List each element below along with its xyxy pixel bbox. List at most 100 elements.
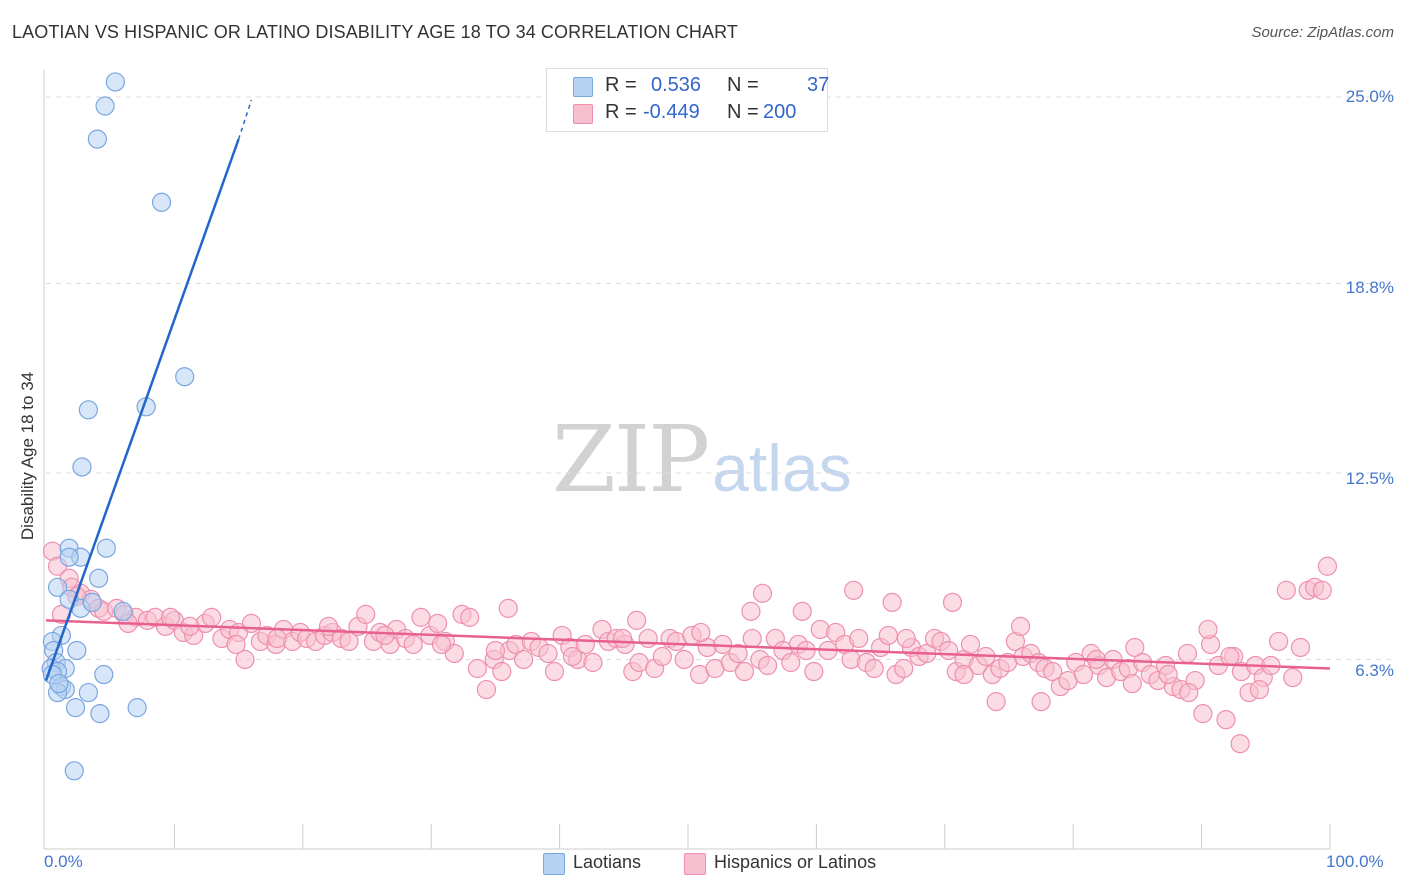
hispanic-point xyxy=(1125,637,1145,658)
hispanic-point xyxy=(411,607,431,627)
legend-swatch-laotians xyxy=(573,77,593,97)
hispanic-point xyxy=(741,601,761,621)
hispanic-point xyxy=(954,664,974,685)
hispanic-point xyxy=(752,583,773,603)
hispanics-label: Hispanics or Latinos xyxy=(714,852,877,872)
hispanic-point xyxy=(1216,710,1236,730)
hispanic-point xyxy=(1158,664,1178,685)
laotian-point xyxy=(87,129,107,149)
legend-r-label: R = xyxy=(605,74,637,96)
hispanic-point xyxy=(356,604,376,624)
hispanic-point xyxy=(467,658,488,679)
laotian-point xyxy=(59,547,79,567)
hispanic-point xyxy=(476,679,497,700)
hispanic-point xyxy=(758,655,778,676)
source-credit: Source: ZipAtlas.com xyxy=(1251,24,1394,41)
legend-n-label: N = xyxy=(727,101,759,123)
hispanic-point xyxy=(942,592,963,612)
laotian-point xyxy=(82,592,102,612)
hispanic-point xyxy=(734,661,755,682)
legend-n-value: 200 xyxy=(763,101,797,123)
laotian-point xyxy=(113,601,133,621)
hispanic-trend-line xyxy=(45,619,1331,670)
laotian-point xyxy=(49,673,69,694)
hispanic-point xyxy=(986,692,1006,712)
correlation-legend: R = 0.536 N = 37 R = -0.449 N = 200 xyxy=(546,68,830,132)
hispanic-point xyxy=(1220,646,1240,667)
x-tick-label-left: 0.0% xyxy=(44,852,83,871)
laotian-point xyxy=(105,72,125,92)
hispanic-point xyxy=(235,649,255,670)
legend-n-value: 37 xyxy=(807,74,830,96)
laotian-point xyxy=(64,761,84,781)
legend-n-label: N = xyxy=(727,74,759,96)
laotian-point xyxy=(151,192,172,212)
laotian-point xyxy=(47,577,68,597)
watermark-zip: ZIP xyxy=(552,406,710,513)
laotian-point xyxy=(65,698,86,718)
hispanic-point xyxy=(202,607,222,627)
hispanic-point xyxy=(864,658,884,679)
hispanic-point xyxy=(1283,667,1303,688)
hispanic-point xyxy=(896,628,916,649)
trend-lines xyxy=(44,99,1331,681)
laotians-swatch xyxy=(543,853,565,875)
hispanic-point xyxy=(428,613,448,634)
hispanic-point xyxy=(1230,734,1250,754)
legend-row-hispanics: R = -0.449 N = 200 xyxy=(547,101,827,127)
hispanic-point xyxy=(375,625,395,646)
hispanic-point xyxy=(1290,637,1311,658)
hispanic-point xyxy=(796,640,816,661)
laotian-point xyxy=(94,664,114,685)
laotian-point xyxy=(72,457,92,477)
hispanic-points xyxy=(42,541,1338,754)
laotian-point xyxy=(175,367,195,387)
laotian-point xyxy=(95,96,115,116)
hispanics-swatch xyxy=(684,853,706,875)
hispanic-point xyxy=(742,628,762,649)
hispanic-point xyxy=(1177,643,1198,664)
hispanic-point xyxy=(1122,673,1142,694)
laotian-point xyxy=(78,400,98,420)
hispanic-point xyxy=(728,643,748,664)
legend-r-label: R = xyxy=(605,101,637,123)
laotians-label: Laotians xyxy=(573,852,642,872)
y-axis-label: Disability Age 18 to 34 xyxy=(18,371,37,541)
laotian-point xyxy=(90,704,110,724)
hispanic-point xyxy=(894,658,914,679)
hispanic-point xyxy=(460,607,480,627)
hispanic-point xyxy=(1031,692,1051,712)
hispanic-point xyxy=(792,601,812,621)
x-tick-label-right: 100.0% xyxy=(1326,852,1384,871)
hispanic-point xyxy=(160,607,181,627)
laotian-trend-extension xyxy=(237,99,253,140)
hispanic-point xyxy=(498,598,518,618)
hispanic-point xyxy=(1249,679,1269,700)
hispanic-point xyxy=(1317,556,1338,576)
hispanic-point xyxy=(878,625,898,646)
y-tick-label: 12.5% xyxy=(1345,469,1394,488)
hispanic-point xyxy=(781,652,801,673)
hispanic-point xyxy=(612,628,633,649)
hispanic-point xyxy=(492,661,512,682)
hispanic-point xyxy=(691,622,711,643)
hispanic-point xyxy=(583,652,603,673)
hispanic-point xyxy=(674,649,694,670)
hispanic-point xyxy=(318,616,339,637)
hispanic-point xyxy=(267,628,287,649)
chart-title: LAOTIAN VS HISPANIC OR LATINO DISABILITY… xyxy=(12,22,738,42)
laotian-point xyxy=(127,698,147,718)
laotian-point xyxy=(67,640,87,661)
hispanic-point xyxy=(1043,661,1063,682)
hispanic-point xyxy=(652,646,672,667)
hispanic-point xyxy=(1198,619,1218,640)
laotian-points xyxy=(41,72,195,781)
grid-layer xyxy=(46,96,1392,660)
hispanic-point xyxy=(1179,682,1199,703)
hispanic-point xyxy=(960,634,981,655)
legend-row-laotians: R = 0.536 N = 37 xyxy=(547,74,830,100)
hispanic-point xyxy=(882,592,902,612)
hispanic-point xyxy=(1276,580,1296,600)
hispanic-point xyxy=(226,634,246,655)
